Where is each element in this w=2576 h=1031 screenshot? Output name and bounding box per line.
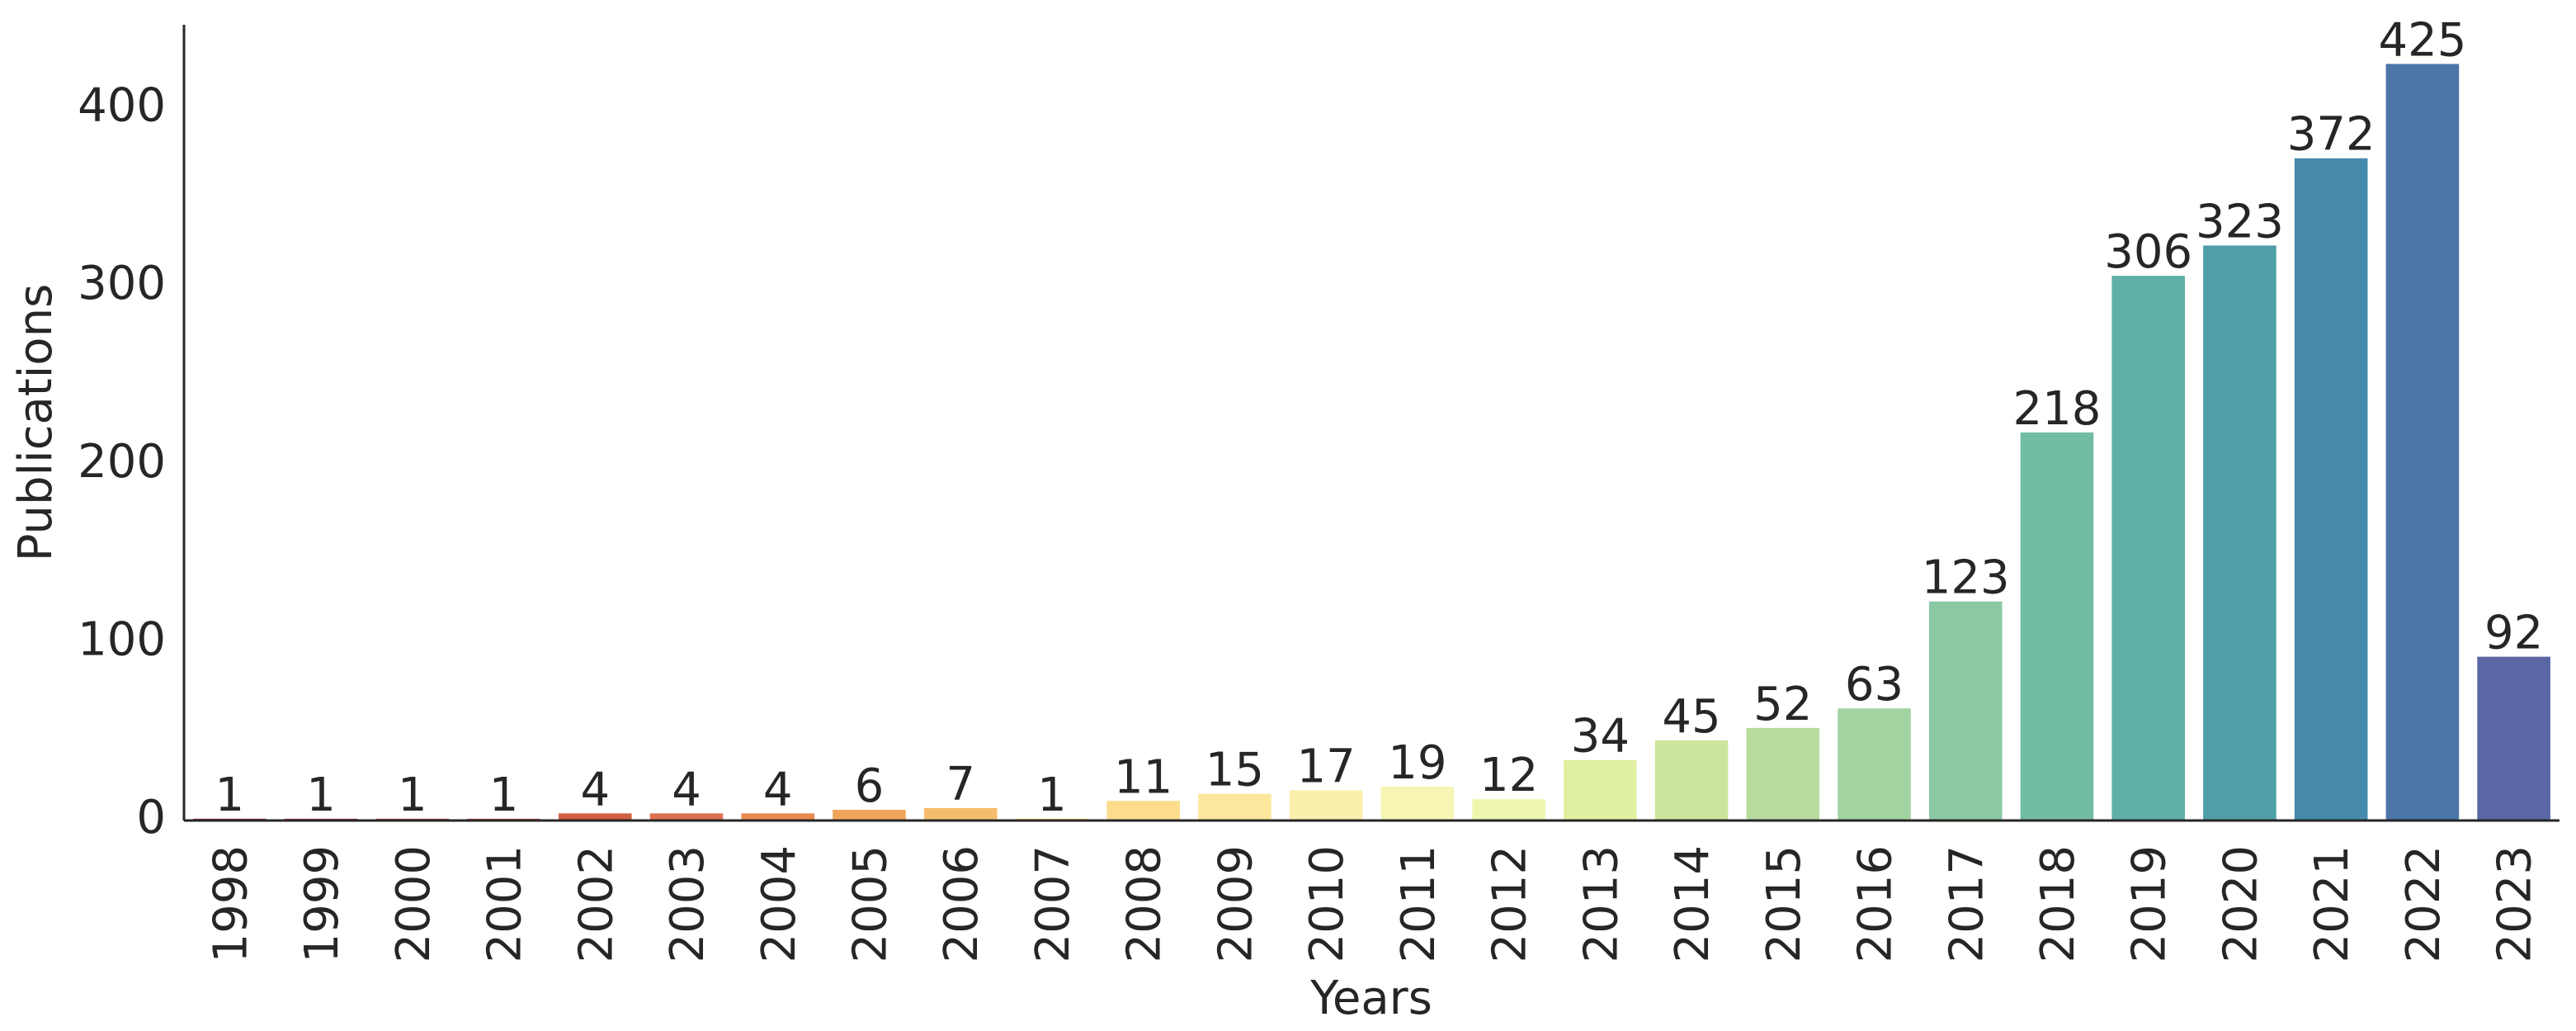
value-label: 4	[763, 763, 793, 816]
x-tick-label: 2019	[2123, 845, 2177, 963]
value-label: 1	[489, 769, 519, 822]
value-label: 1	[398, 769, 427, 822]
x-tick-label: 2016	[1849, 845, 1903, 963]
value-label: 34	[1571, 710, 1630, 764]
x-tick-label: 2000	[387, 845, 441, 963]
bar	[1289, 790, 1363, 821]
bar	[1654, 740, 1729, 821]
y-tick-label: 100	[78, 612, 166, 666]
x-tick-label: 2009	[1209, 845, 1262, 963]
x-tick-label: 2020	[2214, 845, 2267, 963]
x-tick-label: 2018	[2031, 845, 2085, 963]
x-tick-label: 2003	[661, 845, 715, 963]
value-label: 306	[2104, 225, 2192, 279]
value-label: 4	[672, 763, 701, 816]
x-tick-label: 2010	[1300, 845, 1354, 963]
bar	[1472, 799, 1545, 821]
value-label: 11	[1114, 750, 1172, 804]
y-tick-label: 0	[136, 791, 166, 844]
bar	[741, 813, 815, 821]
bar	[833, 810, 906, 821]
bar	[1106, 801, 1180, 821]
value-label: 1	[215, 769, 245, 822]
x-tick-label: 2004	[753, 845, 806, 963]
value-label: 372	[2287, 108, 2375, 162]
value-label: 63	[1845, 658, 1904, 712]
x-axis-label: Years	[1309, 972, 1432, 1025]
value-label: 218	[2013, 382, 2102, 436]
x-tick-label: 2011	[1392, 845, 1446, 963]
value-label: 425	[2378, 13, 2466, 67]
x-tick-label: 2021	[2305, 845, 2359, 963]
x-tick-label: 2007	[1026, 845, 1080, 963]
value-label: 45	[1662, 690, 1720, 744]
value-label: 1	[1037, 769, 1067, 822]
x-tick-label: 2017	[1940, 845, 1993, 963]
x-tick-label: 2013	[1574, 845, 1628, 963]
value-label: 1	[306, 769, 336, 822]
bar	[923, 807, 998, 821]
x-tick-label: 2002	[569, 845, 623, 963]
x-tick-label: 1999	[295, 845, 349, 963]
bar	[2477, 656, 2550, 821]
value-label: 17	[1297, 740, 1356, 793]
x-tick-label: 2022	[2397, 845, 2451, 963]
y-tick-label: 400	[78, 79, 166, 133]
x-tick-label: 2014	[1666, 845, 1720, 963]
bar	[2294, 158, 2368, 821]
bar	[649, 813, 724, 821]
bar	[1198, 793, 1271, 821]
bar	[1564, 759, 1637, 821]
bar	[2020, 432, 2094, 821]
value-label: 123	[1922, 551, 2010, 605]
x-tick-label: 2008	[1118, 845, 1172, 963]
x-tick-label: 2023	[2489, 845, 2542, 963]
y-axis-label: Publications	[9, 284, 63, 562]
value-label: 7	[946, 758, 975, 811]
value-label: 52	[1753, 678, 1812, 731]
bar	[1838, 708, 1911, 821]
bar	[1928, 601, 2003, 821]
bar	[2385, 64, 2460, 821]
value-label: 4	[580, 763, 610, 816]
y-tick-label: 200	[78, 435, 166, 489]
x-tick-label: 2012	[1484, 845, 1537, 963]
bar	[558, 813, 632, 821]
bar	[2203, 245, 2276, 821]
y-tick-label: 300	[78, 257, 166, 310]
bar	[1380, 787, 1455, 821]
value-label: 92	[2484, 607, 2543, 660]
value-label: 6	[855, 759, 885, 813]
bar	[1746, 727, 1820, 821]
value-label: 12	[1479, 749, 1538, 802]
x-tick-label: 2005	[843, 845, 897, 963]
x-tick-label: 1998	[204, 845, 257, 963]
value-label: 19	[1388, 736, 1446, 790]
value-label: 323	[2196, 195, 2284, 248]
bar	[2111, 276, 2186, 821]
x-tick-label: 2001	[479, 845, 532, 963]
x-tick-label: 2015	[1757, 845, 1811, 963]
x-tick-label: 2006	[935, 845, 988, 963]
value-label: 15	[1205, 744, 1264, 797]
